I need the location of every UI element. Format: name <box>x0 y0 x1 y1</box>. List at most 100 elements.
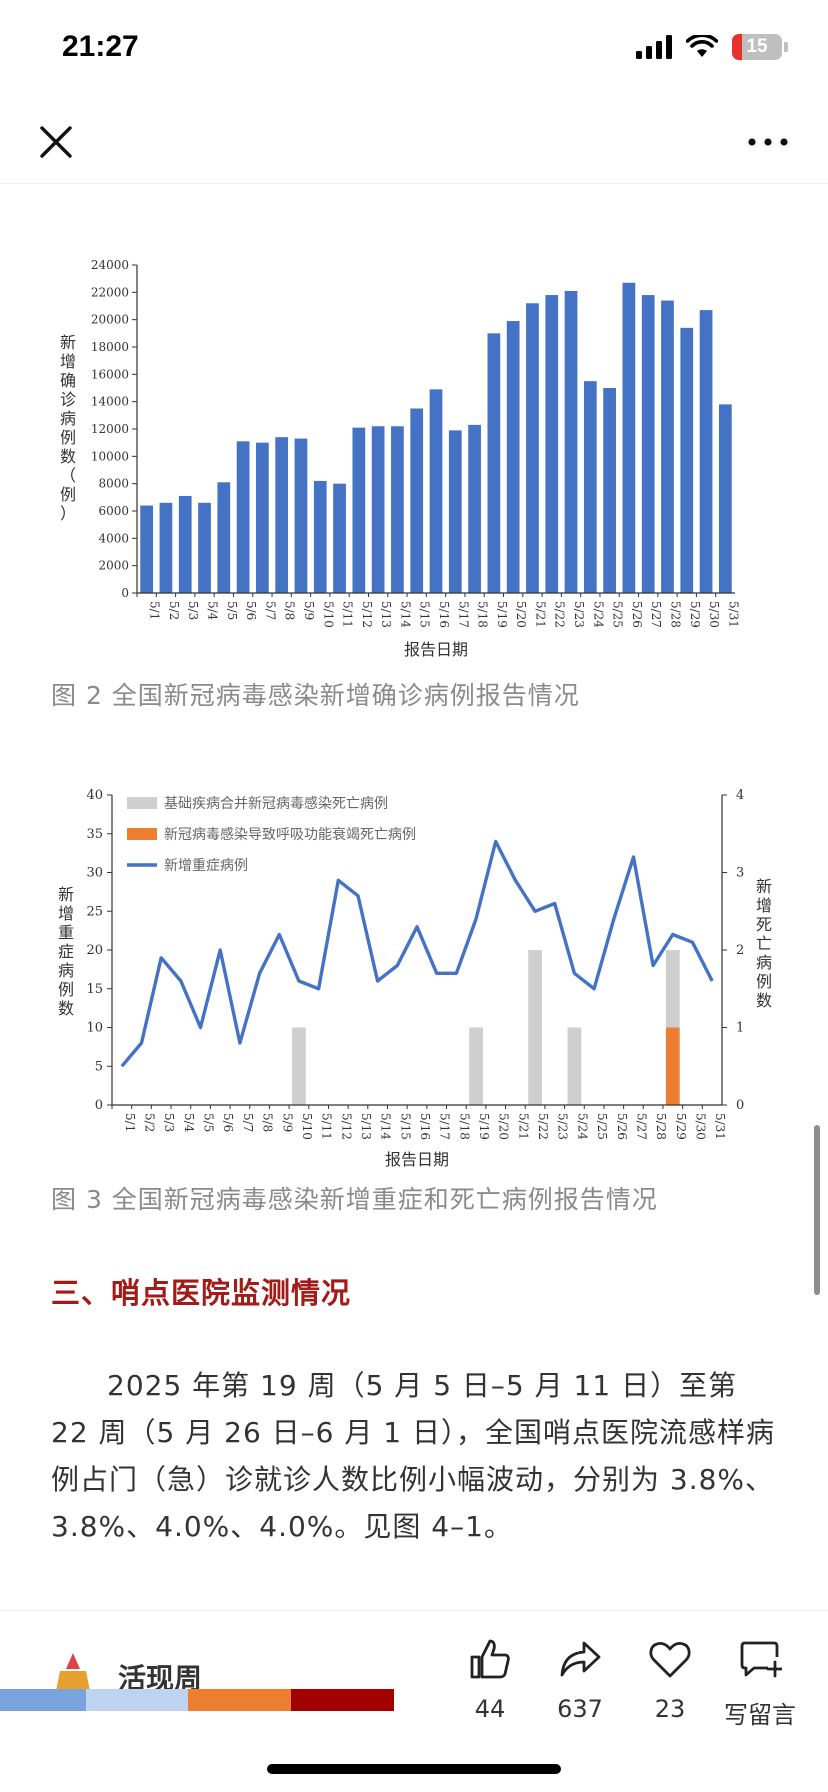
bar-5/3 <box>178 495 192 593</box>
nav-bar <box>0 100 828 184</box>
bottom-bar: 活现周 44 637 23 <box>0 1610 828 1792</box>
right-axis-label: 增 <box>756 896 772 915</box>
comment-button[interactable]: 写留言 <box>724 1637 796 1730</box>
right-axis-label: 数 <box>756 991 772 1010</box>
bar-5/25 <box>603 388 616 593</box>
y-tick-label: 6000 <box>98 504 129 518</box>
like-count: 44 <box>474 1695 506 1723</box>
x-tick-label: 5/15 <box>418 601 432 628</box>
left-tick-label: 10 <box>86 1021 103 1036</box>
left-tick-label: 40 <box>86 788 103 803</box>
bar-5/18 <box>468 424 481 593</box>
x-tick-label: 5/16 <box>418 1113 432 1140</box>
strip-segment-4 <box>291 1689 394 1711</box>
comment-icon <box>740 1641 782 1678</box>
death-bar-5/19 <box>469 1027 483 1105</box>
legend-label: 新增重症病例 <box>164 858 248 874</box>
bar-5/26 <box>622 282 636 593</box>
x-tick-label: 5/19 <box>495 601 509 628</box>
like-icon <box>470 1639 510 1679</box>
x-tick-label: 5/23 <box>572 601 586 628</box>
bar-5/20 <box>506 321 520 593</box>
x-tick-label: 5/16 <box>437 601 451 628</box>
share-count: 637 <box>557 1695 603 1723</box>
status-bar: 21:27 15 <box>0 0 828 100</box>
x-tick-label: 5/8 <box>283 601 297 620</box>
y-tick-label: 8000 <box>98 477 129 491</box>
left-axis-label: 数 <box>58 999 74 1018</box>
legend-label: 新冠病毒感染导致呼吸功能衰竭死亡病例 <box>164 826 416 843</box>
more-icon[interactable] <box>746 124 790 160</box>
x-tick-label: 5/5 <box>202 1113 216 1132</box>
y-axis-label: 新 <box>60 333 76 352</box>
strip-segment-1 <box>0 1689 86 1711</box>
right-tick-label: 3 <box>736 866 744 881</box>
x-axis-label: 报告日期 <box>385 1150 449 1169</box>
bar-5/1 <box>140 505 154 593</box>
left-tick-label: 5 <box>95 1059 103 1074</box>
x-tick-label: 5/7 <box>263 601 277 620</box>
x-tick-label: 5/30 <box>707 601 721 628</box>
scrollbar[interactable] <box>814 1125 820 1295</box>
action-bar: 44 637 23 写留言 <box>460 1637 796 1730</box>
x-tick-label: 5/2 <box>167 601 181 620</box>
bar-5/7 <box>256 442 269 593</box>
x-tick-label: 5/3 <box>186 601 200 620</box>
x-tick-label: 5/14 <box>379 1113 393 1140</box>
comment-label: 写留言 <box>724 1701 796 1729</box>
bar-5/29 <box>680 327 694 593</box>
y-tick-label: 0 <box>121 586 129 600</box>
x-tick-label: 5/3 <box>162 1113 176 1132</box>
y-axis-label: 增 <box>60 352 76 371</box>
x-tick-label: 5/22 <box>553 601 567 628</box>
x-tick-label: 5/18 <box>476 601 490 628</box>
y-axis-label: 病 <box>60 409 76 428</box>
account[interactable]: 活现周 <box>0 1641 400 1711</box>
y-tick-label: 10000 <box>91 449 129 463</box>
death-bar-5/10 <box>292 1027 306 1105</box>
x-tick-label: 5/6 <box>244 601 258 620</box>
bar-5/31 <box>718 404 732 593</box>
right-axis-label: 病 <box>756 953 772 972</box>
y-tick-label: 16000 <box>91 367 129 381</box>
battery-tip <box>784 42 788 52</box>
bar-5/2 <box>159 502 173 593</box>
x-tick-label: 5/9 <box>302 601 316 620</box>
x-tick-label: 5/13 <box>359 1113 373 1140</box>
x-tick-label: 5/17 <box>456 601 470 628</box>
legend-swatch <box>127 797 157 809</box>
y-tick-label: 24000 <box>91 258 129 272</box>
x-tick-label: 5/13 <box>379 601 393 628</box>
y-axis-label: 确 <box>60 371 76 390</box>
y-tick-label: 12000 <box>91 422 129 436</box>
bar-5/11 <box>333 483 346 593</box>
like-button[interactable]: 44 <box>460 1637 520 1730</box>
share-button[interactable]: 637 <box>550 1637 610 1730</box>
chart3-caption: 图 3 全国新冠病毒感染新增重症和死亡病例报告情况 <box>51 1185 658 1214</box>
bar-5/17 <box>448 430 462 593</box>
favorite-button[interactable]: 23 <box>640 1637 700 1730</box>
x-tick-label: 5/20 <box>514 601 528 628</box>
share-icon <box>560 1641 601 1677</box>
bar-5/24 <box>583 381 597 593</box>
left-tick-label: 25 <box>86 904 103 919</box>
x-tick-label: 5/22 <box>536 1113 550 1140</box>
x-tick-label: 5/30 <box>693 1113 707 1140</box>
x-tick-label: 5/27 <box>634 1113 648 1140</box>
bar-5/6 <box>236 441 250 593</box>
y-tick-label: 4000 <box>98 531 129 545</box>
bar-5/14 <box>391 426 404 593</box>
right-axis-label: 新 <box>756 877 772 896</box>
x-tick-label: 5/25 <box>595 1113 609 1140</box>
favorite-count: 23 <box>654 1695 686 1723</box>
x-tick-label: 5/21 <box>533 601 547 628</box>
close-icon[interactable] <box>36 122 76 162</box>
x-tick-label: 5/18 <box>457 1113 471 1140</box>
bar-5/28 <box>661 300 674 593</box>
color-strip <box>0 1689 394 1711</box>
x-tick-label: 5/10 <box>300 1113 314 1140</box>
x-tick-label: 5/31 <box>713 1113 727 1140</box>
bar-5/9 <box>294 438 308 593</box>
left-axis-label: 重 <box>58 923 74 942</box>
wifi-icon <box>686 35 718 57</box>
